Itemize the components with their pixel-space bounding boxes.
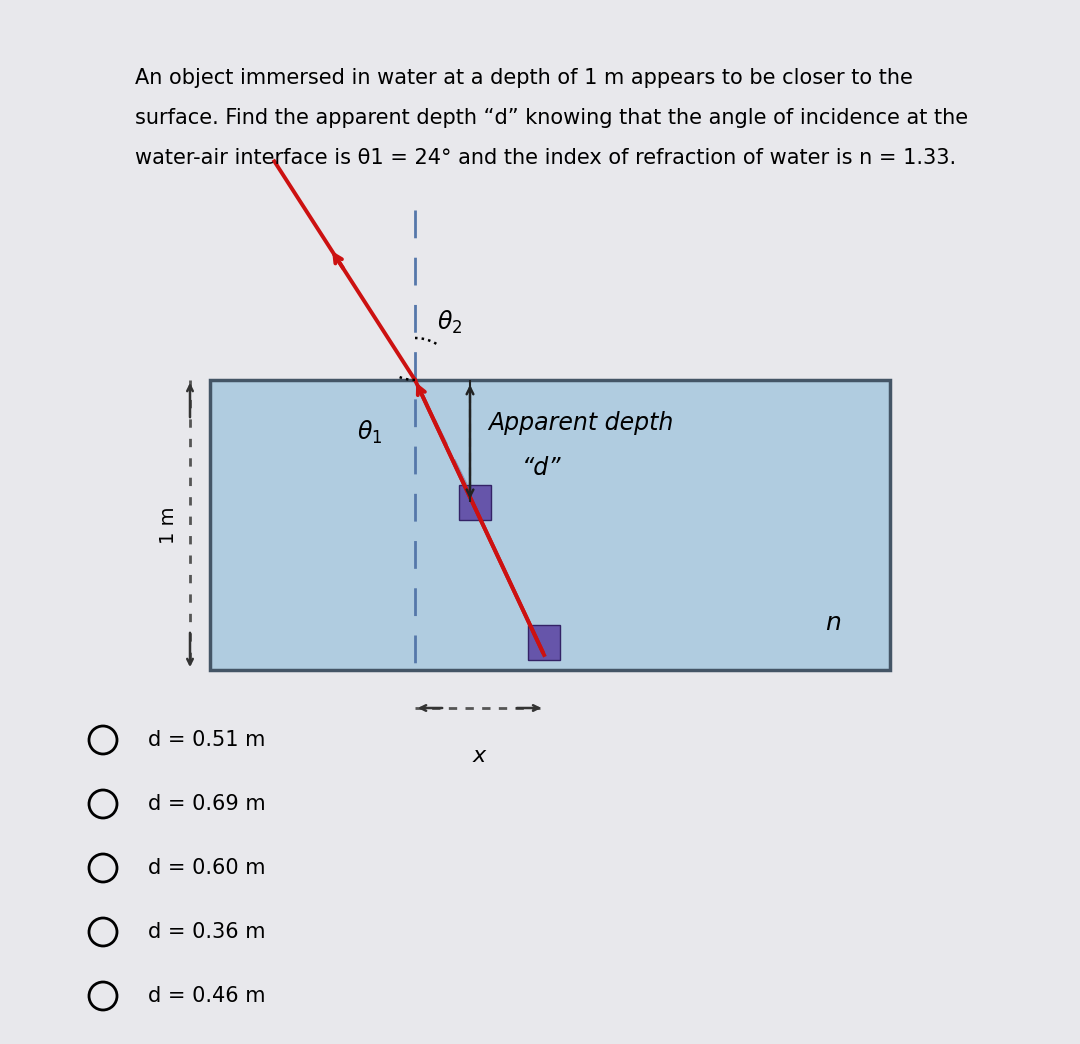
Text: d = 0.46 m: d = 0.46 m: [148, 986, 266, 1006]
Bar: [528, 625, 561, 660]
Text: x: x: [473, 746, 486, 766]
Text: An object immersed in water at a depth of 1 m appears to be closer to the: An object immersed in water at a depth o…: [135, 68, 913, 88]
Text: 1 m: 1 m: [159, 506, 177, 544]
Text: water-air interface is θ1 = 24° and the index of refraction of water is n = 1.33: water-air interface is θ1 = 24° and the …: [135, 148, 956, 168]
Text: n: n: [825, 611, 841, 635]
Text: d = 0.51 m: d = 0.51 m: [148, 730, 266, 750]
Bar: [459, 484, 491, 520]
Text: d = 0.36 m: d = 0.36 m: [148, 922, 266, 942]
Text: $\theta_1$: $\theta_1$: [357, 419, 382, 446]
Text: d = 0.69 m: d = 0.69 m: [148, 794, 266, 814]
Bar: [210, 380, 890, 670]
Text: “d”: “d”: [522, 455, 562, 479]
Text: d = 0.60 m: d = 0.60 m: [148, 858, 266, 878]
Text: surface. Find the apparent depth “d” knowing that the angle of incidence at the: surface. Find the apparent depth “d” kno…: [135, 108, 968, 128]
Text: $\theta_2$: $\theta_2$: [437, 308, 462, 335]
Text: Apparent depth: Apparent depth: [488, 410, 673, 434]
